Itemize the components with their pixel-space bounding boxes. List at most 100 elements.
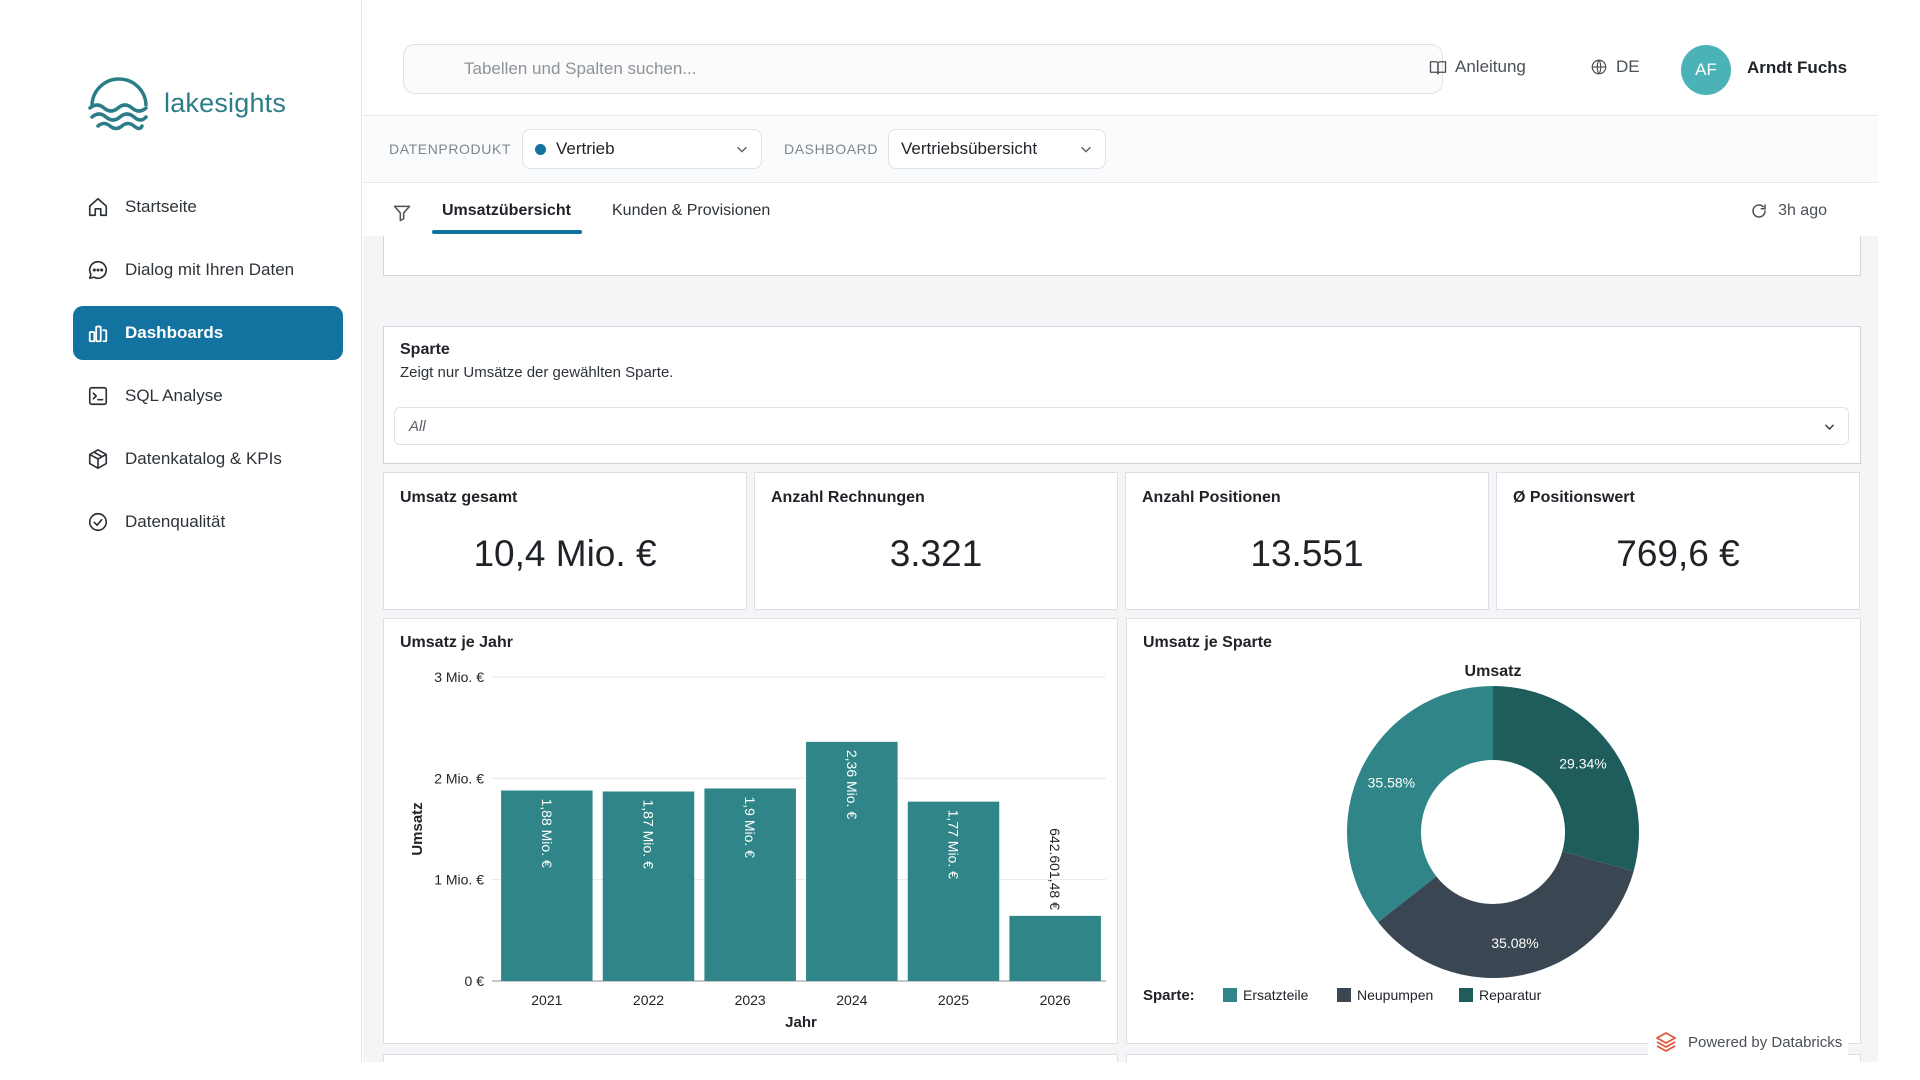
y-tick-label: 0 € (465, 973, 485, 989)
sidebar-item-label: Startseite (125, 197, 197, 216)
chevron-down-icon (1081, 146, 1091, 153)
pie-slice[interactable] (1378, 851, 1634, 978)
cube-icon (88, 449, 108, 469)
dashboard-dropdown[interactable]: Vertriebsübersicht (888, 129, 1106, 169)
y-axis-label: Umsatz (409, 802, 426, 855)
pie-slice[interactable] (1493, 686, 1639, 872)
globe-icon (1591, 59, 1607, 75)
chevron-down-icon (737, 146, 747, 153)
sidebar-item-startseite[interactable]: Startseite (73, 180, 343, 234)
bar-chart-panel: Umsatz je Jahr 0 € 1 Mio. € 2 Mio. € 3 Mio.… (383, 618, 1118, 1044)
bar-data-label: 1,77 Mio. € (946, 810, 962, 879)
home-icon (88, 197, 108, 217)
refresh-label: 3h ago (1778, 202, 1827, 219)
bar-chart[interactable]: 0 € 1 Mio. € 2 Mio. € 3 Mio. € 1,88 Mio. € 20… (384, 619, 1119, 1045)
product-value: Vertrieb (556, 139, 615, 158)
bar-data-label: 1,88 Mio. € (539, 798, 555, 867)
product-selector-label: DATENPRODUKT (389, 141, 512, 157)
chart-title: Umsatz je Jahr (400, 634, 513, 651)
next-widget-panel (1126, 1054, 1861, 1062)
pie-slice-label: 35.08% (1491, 935, 1538, 951)
sidebar-item-datenqualitaet[interactable]: Datenqualität (73, 495, 343, 549)
dashboard-tabs: Umsatzübersicht Kunden & Provisionen 3h … (382, 190, 1877, 234)
y-tick-label: 2 Mio. € (434, 770, 484, 786)
kpi-title: Ø Positionswert (1513, 489, 1635, 506)
sidebar-item-dashboards[interactable]: Dashboards (73, 306, 343, 360)
sidebar-item-sql-analyse[interactable]: SQL Analyse (73, 369, 343, 423)
x-axis-label: Jahr (785, 1014, 817, 1031)
bar-data-label: 1,9 Mio. € (742, 796, 758, 858)
tab-kunden-provisionen[interactable]: Kunden & Provisionen (612, 202, 771, 219)
selector-bar: DATENPRODUKT Vertrieb DASHBOARD Vertrieb… (363, 117, 1878, 183)
kpi-title: Anzahl Positionen (1142, 489, 1281, 506)
sidebar-item-label: Dashboards (125, 323, 224, 342)
refresh-icon (1752, 204, 1766, 218)
bar-data-label: 642.601,48 € (1047, 828, 1063, 910)
bar-data-label: 2,36 Mio. € (844, 750, 860, 819)
legend-swatch (1223, 988, 1237, 1002)
dashboard-canvas[interactable]: Sparte Zeigt nur Umsätze der gewählten S… (363, 236, 1878, 1062)
book-open-icon (1429, 61, 1447, 75)
status-dot-icon (535, 143, 546, 155)
bar[interactable] (1009, 915, 1101, 981)
guide-link[interactable]: Anleitung (1429, 57, 1526, 77)
pie-slice-label: 35.58% (1368, 775, 1415, 791)
filter-description: Zeigt nur Umsätze der gewählten Sparte. (400, 364, 674, 381)
legend-item-label[interactable]: Reparatur (1479, 987, 1542, 1003)
kpi-title: Anzahl Rechnungen (771, 489, 925, 506)
pie-slice[interactable] (1347, 686, 1493, 923)
previous-widget-panel (383, 236, 1861, 276)
sparte-filter-panel: Sparte Zeigt nur Umsätze der gewählten S… (383, 326, 1861, 464)
bar[interactable] (806, 741, 898, 981)
brand-logo[interactable]: lakesights (86, 70, 286, 136)
brand-name: lakesights (164, 87, 287, 118)
chart-title: Umsatz je Sparte (1143, 634, 1272, 651)
bar[interactable] (602, 791, 695, 981)
dashboard-selector-label: DASHBOARD (784, 141, 879, 157)
pie-chart-panel: Umsatz je Sparte Umsatz 29.34% 35.08% 35.58… (1126, 618, 1861, 1044)
y-tick-label: 3 Mio. € (434, 669, 484, 685)
refresh-button[interactable]: 3h ago (1750, 202, 1827, 220)
x-tick-label: 2024 (836, 992, 867, 1008)
filter-icon[interactable] (392, 203, 412, 223)
bar[interactable] (704, 788, 796, 981)
sparte-select[interactable]: All (394, 407, 1849, 445)
product-dropdown[interactable]: Vertrieb (522, 129, 762, 169)
x-tick-label: 2026 (1040, 992, 1071, 1008)
search-input[interactable] (403, 44, 1443, 94)
chart-subtitle: Umsatz (1465, 663, 1522, 680)
databricks-logo-icon (1656, 1032, 1676, 1052)
user-name[interactable]: Arndt Fuchs (1747, 58, 1848, 77)
kpi-value: 769,6 € (1616, 533, 1740, 574)
tab-umsatzuebersicht[interactable]: Umsatzübersicht (442, 202, 571, 219)
next-widget-panel (383, 1054, 1118, 1062)
x-tick-label: 2025 (938, 992, 969, 1008)
pie-chart[interactable]: Umsatz 29.34% 35.08% 35.58% Sparte: Ersatztei… (1127, 619, 1862, 1045)
check-circle-icon (88, 512, 108, 532)
bar[interactable] (907, 801, 1000, 981)
legend-item-label[interactable]: Ersatzteile (1243, 987, 1309, 1003)
legend-item-label[interactable]: Neupumpen (1357, 987, 1433, 1003)
x-tick-label: 2022 (633, 992, 664, 1008)
active-tab-indicator (432, 230, 582, 234)
avatar[interactable]: AF (1681, 45, 1731, 95)
bar[interactable] (501, 790, 593, 981)
kpi-value: 10,4 Mio. € (473, 533, 657, 574)
powered-by-badge[interactable]: Powered by Databricks (1648, 1026, 1849, 1058)
x-tick-label: 2023 (735, 992, 766, 1008)
powered-label: Powered by Databricks (1688, 1033, 1843, 1051)
kpi-card-umsatz-gesamt: Umsatz gesamt 10,4 Mio. € (383, 472, 747, 610)
sidebar-nav: Startseite Dialog mit Ihren Daten Dashbo… (73, 180, 343, 558)
filter-title: Sparte (400, 341, 450, 358)
legend-swatch (1337, 988, 1351, 1002)
legend-title: Sparte: (1143, 987, 1195, 1004)
legend-swatch (1459, 988, 1473, 1002)
sidebar-item-dialog[interactable]: Dialog mit Ihren Daten (73, 243, 343, 297)
sparte-select-value: All (409, 417, 426, 435)
language-label: DE (1616, 57, 1640, 76)
sidebar-item-label: Datenqualität (125, 512, 226, 531)
language-switch[interactable]: DE (1590, 57, 1640, 77)
kpi-card-positionswert: Ø Positionswert 769,6 € (1496, 472, 1860, 610)
kpi-title: Umsatz gesamt (400, 489, 518, 506)
sidebar-item-datenkatalog[interactable]: Datenkatalog & KPIs (73, 432, 343, 486)
